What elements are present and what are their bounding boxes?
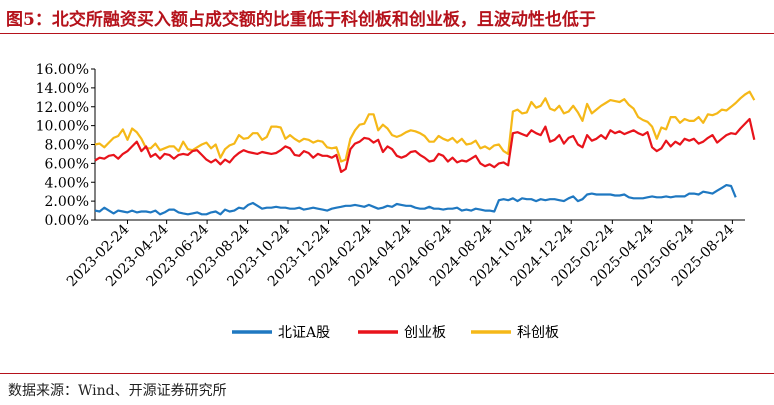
- y-tick-label: 6.00%: [45, 156, 89, 172]
- y-axis: 0.00% 2.00% 4.00% 6.00% 8.00% 10.00% 12.00% 14.…: [36, 62, 96, 229]
- y-tick-label: 8.00%: [45, 138, 89, 154]
- legend-label: 北证A股: [278, 325, 330, 341]
- y-tick-label: 12.00%: [36, 100, 89, 116]
- y-tick-label: 4.00%: [45, 175, 89, 191]
- figure-title: 图5：北交所融资买入额占成交额的比重低于科创板和创业板，且波动性也低于: [6, 10, 596, 30]
- title-divider: [0, 33, 774, 34]
- legend-label: 创业板: [404, 325, 446, 341]
- series-line: [94, 90, 756, 163]
- y-tick-label: 0.00%: [45, 213, 89, 229]
- legend-label: 科创板: [517, 325, 559, 341]
- y-tick-label: 16.00%: [36, 62, 89, 78]
- source-divider: [0, 373, 774, 374]
- y-tick-label: 10.00%: [36, 119, 89, 135]
- series-line: [94, 184, 737, 216]
- series-lines: [94, 90, 756, 216]
- x-axis: 2023-02-242023-04-242023-06-242023-08-24…: [64, 219, 745, 290]
- line-chart: 0.00% 2.00% 4.00% 6.00% 8.00% 10.00% 12.00% 14.…: [36, 62, 756, 341]
- y-tick-label: 14.00%: [36, 81, 89, 97]
- series-line: [94, 117, 756, 173]
- source-note: 数据来源：Wind、开源证券研究所: [8, 383, 227, 399]
- y-tick-label: 2.00%: [45, 194, 89, 210]
- legend: 北证A股 创业板 科创板: [232, 325, 559, 341]
